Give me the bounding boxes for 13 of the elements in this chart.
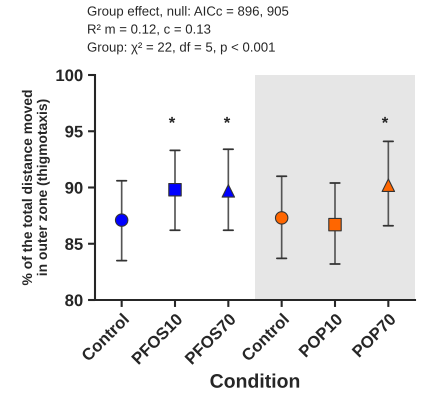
text: Group: χ² = 22, df = 5, p < 0.001 [88, 42, 275, 54]
annotation: * [224, 116, 230, 124]
y-axis-title: % of the total distance moved in outer zone (thigmotaxis) [22, 90, 50, 286]
y-tick-label: 85 [65, 238, 83, 250]
y-tick-label: 100 [56, 69, 83, 82]
annotation: * [168, 116, 176, 124]
text: R² m = 0.12, c = 0.13 [88, 24, 210, 36]
y-tick-label: 90 [65, 182, 83, 194]
annotation: * [382, 116, 388, 124]
y-tick-label: 95 [65, 126, 83, 138]
x-axis-title: Condition [210, 374, 300, 388]
y-tick-label: 80 [65, 294, 83, 306]
text: Group effect, null: AICc = 896, 905 [88, 6, 288, 18]
